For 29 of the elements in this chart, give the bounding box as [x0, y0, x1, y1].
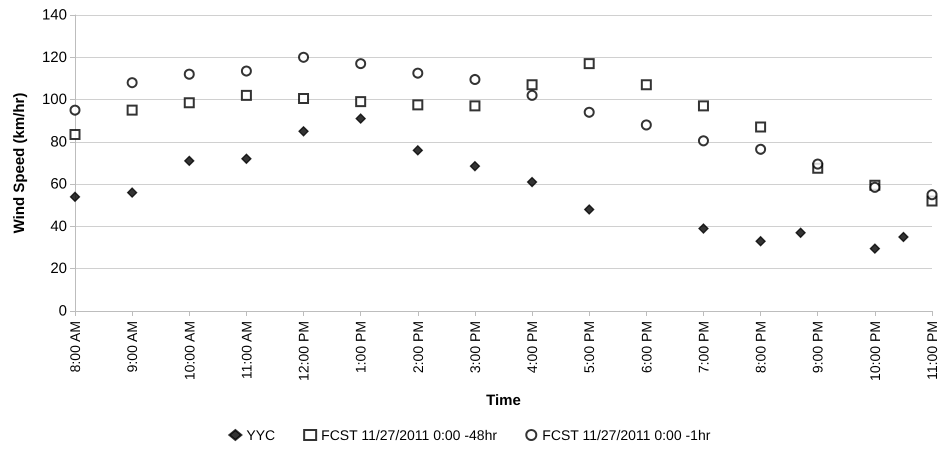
y-tick-label: 20	[50, 260, 67, 278]
y-tick-label: 60	[50, 176, 67, 193]
x-tick-label: 11:00 PM	[924, 321, 939, 380]
y-tick-label: 120	[42, 48, 67, 66]
y-axis-title: Wind Speed (km/hr)	[11, 92, 28, 234]
y-tick-label: 140	[42, 6, 67, 24]
y-tick-label: 80	[50, 133, 67, 150]
legend-label: FCST 11/27/2011 0:00 -48hr	[321, 427, 498, 443]
x-tick-label: 10:00 PM	[866, 321, 883, 381]
x-tick-label: 5:00 PM	[581, 321, 598, 374]
x-tick-label: 10:00 AM	[181, 321, 198, 380]
x-tick-label: 8:00 AM	[67, 321, 83, 372]
x-tick-label: 3:00 PM	[466, 321, 483, 374]
y-tick-label: 40	[50, 218, 67, 235]
x-tick-label: 7:00 PM	[695, 321, 712, 374]
x-tick-label: 6:00 PM	[638, 321, 654, 374]
x-tick-label: 4:00 PM	[524, 321, 540, 374]
x-tick-label: 2:00 PM	[410, 321, 426, 374]
x-tick-label: 9:00 PM	[810, 321, 826, 374]
x-tick-label: 8:00 PM	[752, 321, 769, 374]
y-tick-label: 100	[42, 91, 67, 108]
x-axis-title: Time	[486, 392, 521, 409]
x-tick-label: 11:00 AM	[238, 321, 254, 380]
legend-label: FCST 11/27/2011 0:00 -1hr	[542, 427, 711, 443]
x-tick-label: 12:00 PM	[296, 321, 312, 381]
x-tick-label: 9:00 AM	[124, 321, 140, 372]
legend-label: YYC	[246, 427, 276, 443]
y-tick-label: 0	[58, 302, 67, 320]
x-tick-label: 1:00 PM	[352, 321, 369, 374]
